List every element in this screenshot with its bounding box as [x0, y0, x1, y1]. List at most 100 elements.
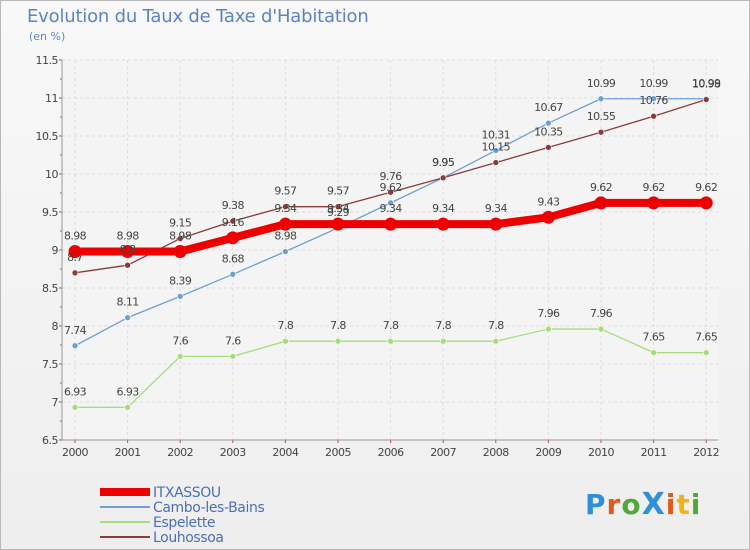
data-label: 8.39 — [169, 274, 192, 287]
data-label: 7.74 — [64, 324, 87, 337]
data-point — [492, 159, 500, 166]
data-point — [282, 248, 289, 255]
data-label: 8.68 — [222, 252, 245, 265]
data-point — [439, 174, 447, 182]
data-label: 9.62 — [695, 181, 717, 194]
y-tick-label: 10.5 — [36, 130, 59, 143]
data-point — [650, 349, 657, 356]
data-point — [176, 293, 184, 300]
data-label: 8.8 — [120, 243, 136, 256]
data-label: 8.98 — [274, 230, 297, 243]
data-point — [282, 203, 289, 210]
data-label: 7.8 — [435, 319, 451, 332]
y-tick-label: 6.5 — [42, 434, 58, 447]
legend-label: Espelette — [153, 515, 216, 531]
data-point — [121, 245, 135, 259]
legend-label: ITXASSOU — [153, 485, 221, 501]
x-tick-label: 2006 — [378, 446, 404, 459]
data-label: 10.15 — [482, 141, 511, 154]
data-label: 9.57 — [274, 185, 297, 198]
y-tick-label: 11.5 — [36, 54, 59, 67]
data-label: 10.98 — [692, 78, 721, 91]
data-label: 7.8 — [488, 319, 504, 332]
data-point — [173, 245, 187, 259]
data-point — [699, 196, 713, 210]
data-label: 10.35 — [534, 125, 563, 138]
data-label: 8.7 — [67, 251, 83, 264]
data-point — [650, 112, 657, 120]
data-point — [387, 188, 394, 196]
data-label: 6.93 — [64, 385, 87, 398]
data-label: 7.65 — [643, 331, 666, 344]
data-label: 9.29 — [327, 206, 350, 219]
data-label: 7.6 — [172, 334, 188, 347]
data-label: 10.99 — [587, 77, 616, 90]
data-label: 8.11 — [117, 296, 139, 309]
data-point — [436, 217, 450, 231]
data-point — [650, 95, 657, 103]
data-point — [387, 199, 394, 207]
data-label: 9.38 — [222, 199, 245, 212]
chart-title: Evolution du Taux de Taxe d'Habitation — [27, 6, 369, 27]
data-label: 10.99 — [692, 77, 721, 90]
data-label: 10.67 — [534, 101, 563, 114]
data-point — [647, 196, 661, 210]
data-label: 6.93 — [117, 385, 140, 398]
data-label: 9.34 — [432, 202, 455, 215]
data-point — [597, 128, 605, 136]
data-point — [594, 196, 608, 210]
data-label: 7.8 — [330, 319, 346, 332]
data-label: 7.8 — [278, 319, 294, 332]
data-label: 9.34 — [327, 202, 350, 215]
data-point — [278, 217, 292, 231]
y-tick-label: 7.5 — [42, 358, 58, 371]
data-point — [702, 349, 710, 356]
data-label: 9.76 — [380, 170, 403, 183]
x-tick-label: 2009 — [535, 446, 561, 459]
data-point — [387, 337, 394, 345]
data-label: 10.76 — [639, 94, 668, 107]
data-point — [334, 337, 342, 345]
data-label: 9.62 — [643, 181, 665, 194]
data-label: 9.34 — [274, 202, 297, 215]
data-label: 7.6 — [225, 334, 241, 347]
x-tick-label: 2007 — [430, 446, 456, 459]
data-label: 10.99 — [639, 77, 668, 90]
legend-swatch — [100, 506, 150, 508]
legend-swatch — [100, 536, 150, 538]
data-point — [176, 353, 184, 360]
data-label: 9.34 — [485, 202, 508, 215]
chart-unit: (en %) — [29, 30, 66, 43]
data-point — [71, 404, 79, 411]
data-point — [124, 261, 131, 269]
y-tick-label: 11 — [45, 92, 58, 105]
data-point — [439, 337, 447, 345]
data-label: 7.96 — [537, 307, 560, 320]
data-label: 8.98 — [169, 230, 192, 243]
data-point — [71, 269, 79, 277]
legend-label: Cambo-les-Bains — [153, 500, 265, 516]
data-point — [229, 271, 237, 278]
data-point — [492, 337, 500, 345]
data-label: 7.8 — [383, 319, 399, 332]
legend-swatch — [100, 521, 150, 523]
data-label: 9.34 — [380, 202, 403, 215]
x-tick-label: 2005 — [325, 446, 351, 459]
data-label: 9.62 — [590, 181, 612, 194]
y-tick-label: 9.5 — [42, 206, 58, 219]
legend-item: Cambo-les-Bains — [100, 500, 360, 516]
data-label: 7.65 — [695, 331, 718, 344]
data-point — [545, 144, 552, 151]
data-point — [702, 96, 710, 103]
x-tick-label: 2012 — [693, 446, 719, 459]
data-point — [124, 404, 131, 411]
data-point — [124, 314, 131, 321]
data-point — [229, 353, 237, 360]
data-point — [226, 231, 240, 245]
data-point — [597, 95, 605, 103]
data-point — [541, 210, 555, 224]
data-point — [71, 342, 79, 350]
data-point — [545, 119, 552, 127]
data-label: 10.31 — [482, 128, 511, 141]
data-point — [68, 245, 82, 259]
